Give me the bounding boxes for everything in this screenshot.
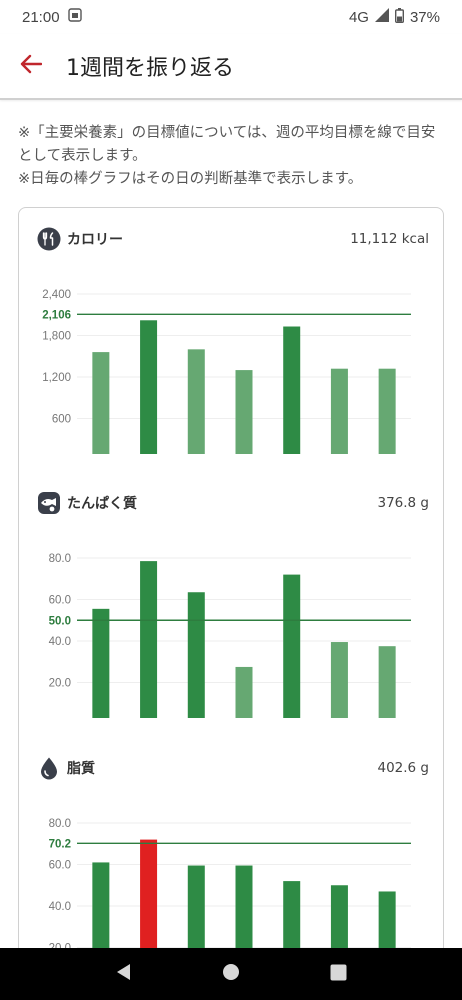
info-note: ※「主要栄養素」の目標値については、週の平均目標を線で目安として表示します。 ※… (18, 122, 446, 191)
chart-bar (92, 608, 110, 718)
protein-chart: 0.020.040.060.080.050.0 (49, 553, 411, 718)
nutrition-card: カロリー 11,112 kcal 06001,2001,8002,4002,10… (18, 207, 444, 967)
back-button[interactable] (0, 33, 62, 99)
status-time: 21:00 (22, 8, 60, 26)
triangle-back-icon (115, 963, 133, 985)
back-arrow-icon (20, 54, 43, 78)
y-tick-label: 2,400 (42, 289, 71, 301)
circle-home-icon (222, 963, 240, 985)
chart-bar (283, 574, 301, 718)
section-total: 376.8 g (377, 495, 429, 511)
chart-bar (330, 885, 348, 966)
chart-bar (140, 561, 158, 718)
y-tick-label: 60.0 (49, 860, 71, 872)
battery-icon (394, 7, 404, 27)
section-label: たんぱく質 (67, 496, 137, 512)
chart-bar (92, 352, 110, 454)
chart-bar (187, 592, 205, 718)
y-tick-label: 40.0 (49, 901, 71, 913)
sim-icon (67, 8, 82, 26)
note-line-2: ※日毎の棒グラフはその日の判断基準で表示します。 (18, 171, 363, 187)
chart-bar (235, 865, 253, 966)
section-label: カロリー (67, 232, 123, 248)
y-tick-label: 80.0 (49, 553, 71, 565)
fat-chart: 0.020.040.060.080.070.2 (49, 818, 411, 966)
target-label: 2,106 (42, 309, 71, 321)
network-label: 4G (348, 8, 369, 26)
oil-drop-icon (37, 756, 61, 780)
section-label: 脂質 (67, 761, 95, 777)
section-total: 11,112 kcal (350, 231, 429, 247)
y-tick-label: 600 (52, 414, 71, 426)
nav-back-button[interactable] (104, 954, 144, 994)
y-tick-label: 1,200 (42, 372, 71, 384)
app-bar: 1週間を振り返る (0, 34, 462, 100)
chart-bar (283, 326, 301, 454)
system-nav-bar (0, 948, 462, 1000)
y-tick-label: 40.0 (49, 636, 71, 648)
chart-bar (235, 370, 253, 454)
chart-bar (378, 368, 396, 454)
target-label: 50.0 (49, 615, 71, 627)
y-tick-label: 80.0 (49, 818, 71, 830)
square-recents-icon (330, 964, 347, 985)
section-total: 402.6 g (377, 760, 429, 776)
chart-bar (330, 642, 348, 718)
fish-meat-icon (37, 491, 61, 515)
y-tick-label: 60.0 (49, 595, 71, 607)
fork-knife-icon (37, 227, 61, 251)
target-label: 70.2 (49, 838, 71, 850)
battery-percent: 37% (409, 8, 440, 26)
chart-bar (283, 881, 301, 966)
chart-bar (187, 349, 205, 454)
chart-bar (92, 862, 110, 966)
chart-bar (378, 891, 396, 966)
y-tick-label: 1,800 (42, 331, 71, 343)
y-tick-label: 20.0 (49, 678, 71, 690)
nav-home-button[interactable] (211, 954, 251, 994)
page-title: 1週間を振り返る (66, 56, 234, 81)
chart-bar (235, 666, 253, 718)
chart-bar (330, 368, 348, 454)
chart-bar (378, 646, 396, 718)
note-line-1: ※「主要栄養素」の目標値については、週の平均目標を線で目安として表示します。 (18, 125, 436, 164)
nav-recents-button[interactable] (318, 954, 358, 994)
signal-icon (374, 8, 389, 26)
chart-bar (187, 865, 205, 966)
chart-bar (140, 320, 158, 454)
chart-bar (140, 839, 158, 966)
status-bar: 21:00 4G 37% (0, 0, 462, 34)
